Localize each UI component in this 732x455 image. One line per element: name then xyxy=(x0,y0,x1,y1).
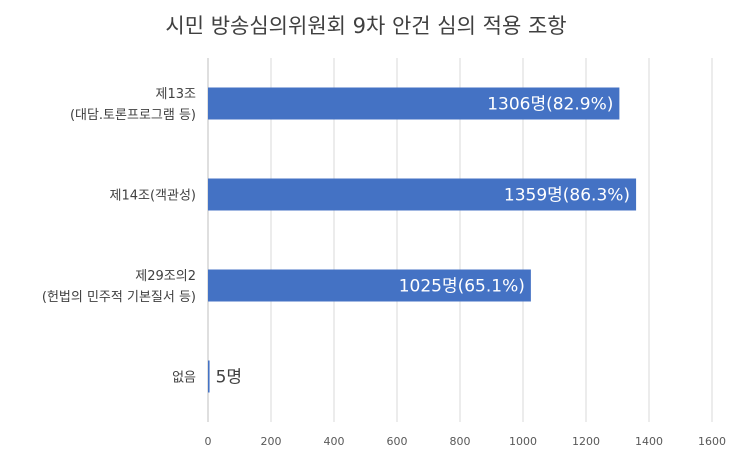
category-label: 제29조의2 xyxy=(135,269,196,284)
category-labels: 제13조 (대담.토론프로그램 등) 제14조(객관성) 제29조의2 (헌법의 민주적… xyxy=(42,87,196,386)
bar xyxy=(208,360,210,393)
bar xyxy=(208,269,531,302)
x-tick-label: 1600 xyxy=(698,435,726,448)
category-label: 없음 xyxy=(172,371,196,386)
category-label: 제14조(객관성) xyxy=(110,189,197,204)
x-tick-label: 1000 xyxy=(509,435,537,448)
x-tick-labels: 0 200 400 600 800 1000 1200 1400 1600 xyxy=(205,435,727,448)
data-label: 5명 xyxy=(216,368,242,388)
bar xyxy=(208,178,637,211)
data-labels: 1306명(82.9%) 1359명(86.3%) 1025명(65.1%) 5명 xyxy=(216,95,631,388)
bars xyxy=(208,87,637,393)
x-tick-label: 400 xyxy=(324,435,345,448)
category-label: 제13조 xyxy=(156,87,197,102)
data-label: 1025명(65.1%) xyxy=(399,277,525,297)
data-label: 1306명(82.9%) xyxy=(487,95,613,115)
x-tick-label: 1400 xyxy=(635,435,663,448)
category-label: (대담.토론프로그램 등) xyxy=(70,108,196,123)
data-label: 1359명(86.3%) xyxy=(504,186,630,206)
x-tick-label: 600 xyxy=(387,435,408,448)
x-tick-label: 200 xyxy=(261,435,282,448)
x-tick-label: 800 xyxy=(450,435,471,448)
x-tick-label: 1200 xyxy=(572,435,600,448)
category-label: (헌법의 민주적 기본질서 등) xyxy=(42,290,196,305)
chart-title: 시민 방송심의위원회 9차 안건 심의 적용 조항 xyxy=(165,14,566,38)
x-tick-label: 0 xyxy=(205,435,212,448)
bar xyxy=(208,87,620,120)
